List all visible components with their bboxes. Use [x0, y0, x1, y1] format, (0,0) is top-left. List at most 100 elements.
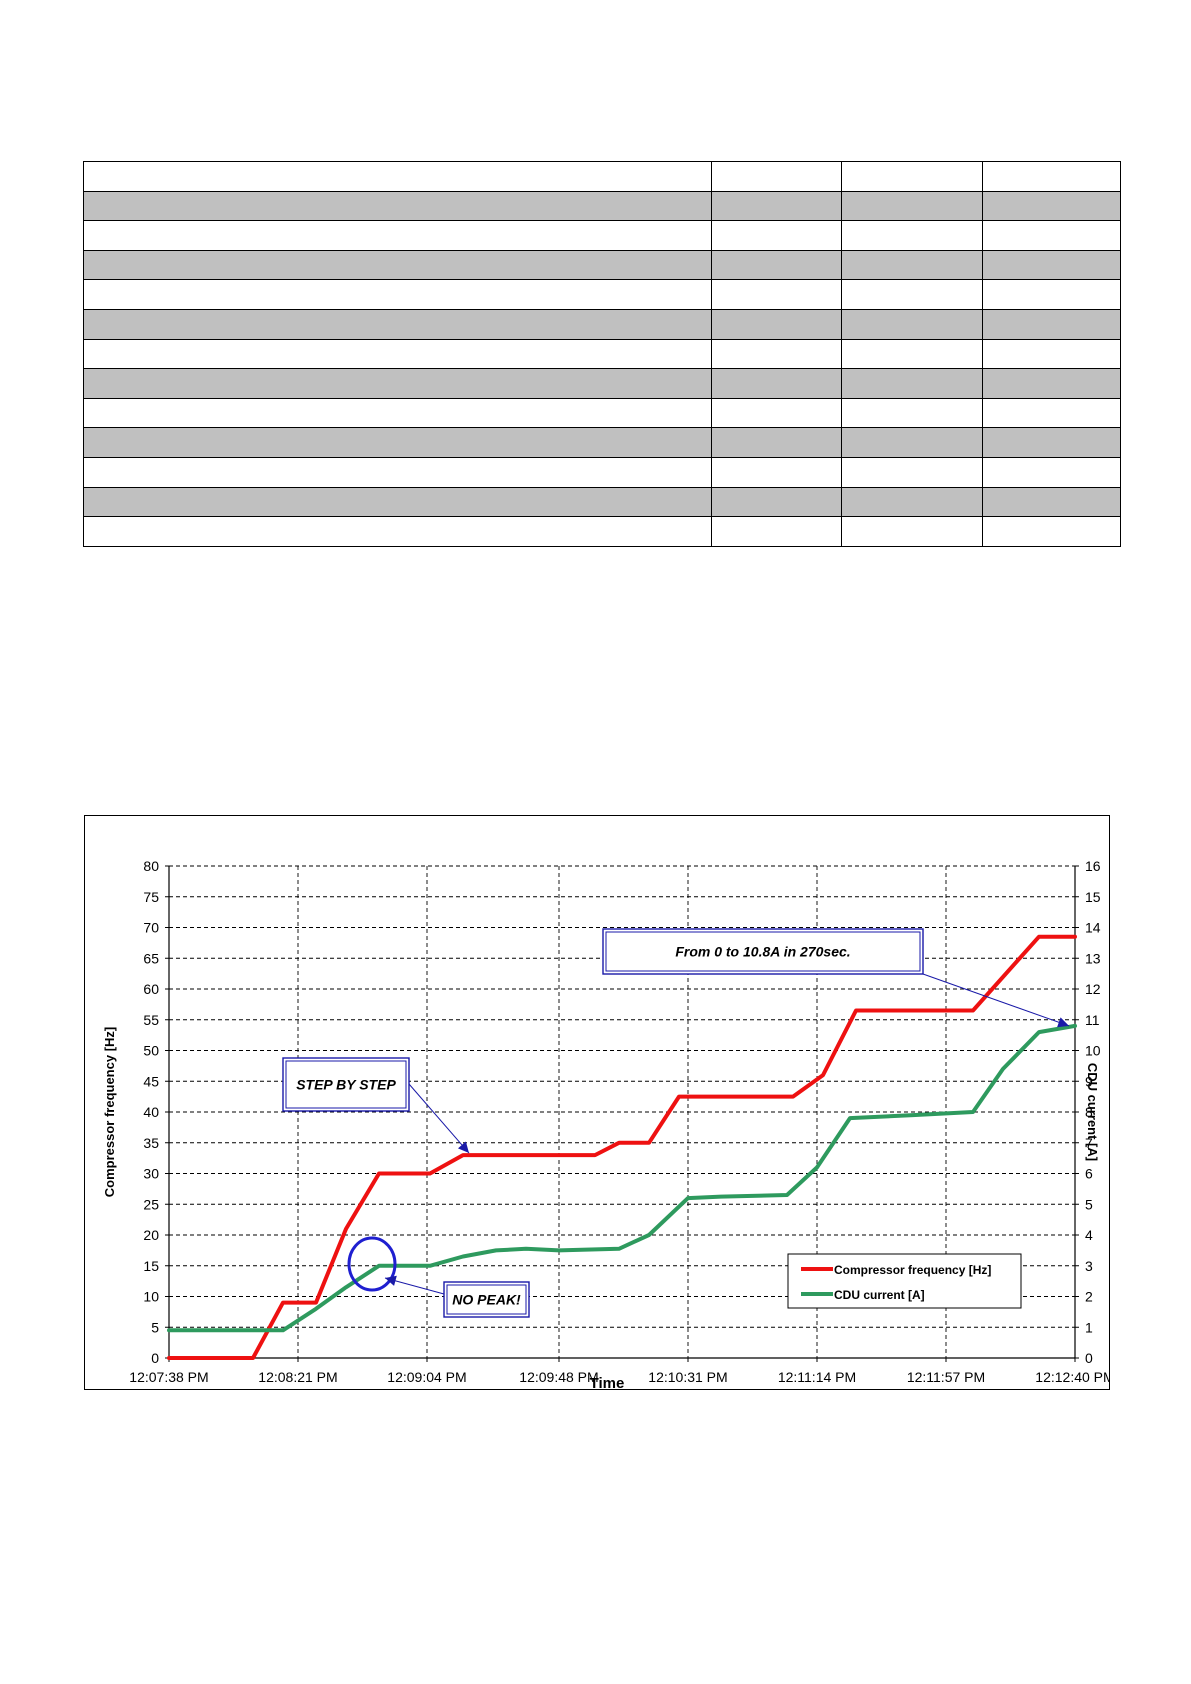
- left-tick-label: 50: [143, 1043, 159, 1059]
- table-row: [83, 397, 1121, 429]
- legend-label: CDU current [A]: [834, 1288, 925, 1302]
- table-cell: [711, 249, 842, 281]
- right-tick-label: 4: [1085, 1227, 1093, 1243]
- left-tick-label: 40: [143, 1104, 159, 1120]
- right-tick-label: 11: [1085, 1012, 1100, 1028]
- table-cell: [83, 338, 712, 370]
- x-tick-label: 12:11:14 PM: [778, 1369, 856, 1385]
- table-row: [83, 190, 1121, 222]
- left-tick-label: 15: [143, 1258, 159, 1274]
- annotation-step-by-step-arrow-head: [457, 1141, 469, 1154]
- table-cell: [982, 486, 1121, 518]
- left-tick-label: 0: [151, 1350, 159, 1366]
- table-cell: [711, 338, 842, 370]
- line-chart: 0510152025303540455055606570758001234567…: [102, 858, 1110, 1390]
- annotation-no-peak-box-outer: [443, 1281, 530, 1318]
- table-cell: [83, 397, 712, 429]
- table-cell: [841, 308, 983, 340]
- table-row: [83, 368, 1121, 399]
- left-tick-label: 55: [143, 1012, 159, 1028]
- table-cell: [841, 279, 983, 310]
- x-tick-label: 12:12:40 PM: [1035, 1369, 1110, 1385]
- table-cell: [711, 220, 842, 251]
- annotation-current-rise-box-outer: [602, 928, 924, 975]
- cdu-current-line: [167, 1023, 1077, 1333]
- table-row: [83, 456, 1121, 488]
- table-cell: [982, 456, 1121, 488]
- x-tick-label: 12:08:21 PM: [258, 1369, 337, 1385]
- right-tick-label: 1: [1085, 1319, 1093, 1335]
- table-cell: [982, 308, 1121, 340]
- table-cell: [83, 190, 712, 222]
- table-cell: [982, 279, 1121, 310]
- left-tick-label: 75: [143, 889, 159, 905]
- table-cell: [841, 397, 983, 429]
- compressor-frequency-line: [167, 934, 1077, 1360]
- legend-label: Compressor frequency [Hz]: [834, 1263, 991, 1277]
- right-axis-title: CDU current [A]: [1085, 1063, 1100, 1161]
- table-cell: [83, 427, 712, 458]
- table-cell: [841, 368, 983, 399]
- table-cell: [841, 220, 983, 251]
- table-row: [83, 338, 1121, 370]
- left-tick-label: 20: [143, 1227, 159, 1243]
- right-tick-label: 3: [1085, 1258, 1093, 1274]
- table-cell: [982, 427, 1121, 458]
- annotation-no-peak-box-inner: [446, 1284, 527, 1315]
- table-cell: [83, 279, 712, 310]
- annotation-no-peak-text: NO PEAK!: [452, 1292, 521, 1308]
- left-tick-label: 70: [143, 920, 159, 936]
- left-tick-label: 25: [143, 1196, 159, 1212]
- right-tick-label: 5: [1085, 1196, 1093, 1212]
- data-table: [83, 161, 1121, 547]
- table-cell: [982, 397, 1121, 429]
- left-axis-title: Compressor frequency [Hz]: [102, 1027, 117, 1197]
- table-cell: [83, 516, 712, 547]
- annotation-step-by-step-arrow-line: [408, 1083, 470, 1154]
- table-cell: [982, 368, 1121, 399]
- left-tick-label: 35: [143, 1135, 159, 1151]
- table-cell: [841, 190, 983, 222]
- table-cell: [711, 516, 842, 547]
- table-cell: [711, 486, 842, 518]
- right-tick-label: 2: [1085, 1289, 1093, 1305]
- annotation-current-rise-box-inner: [605, 931, 921, 972]
- table-cell: [83, 368, 712, 399]
- right-tick-label: 12: [1085, 981, 1101, 997]
- no-peak-circle: [347, 1236, 397, 1292]
- table-row: [83, 220, 1121, 251]
- annotation-step-by-step-box-outer: [282, 1057, 410, 1112]
- legend-box: [787, 1253, 1022, 1309]
- left-tick-label: 80: [143, 858, 159, 874]
- annotation-step-by-step-text: STEP BY STEP: [296, 1077, 396, 1093]
- table-cell: [83, 249, 712, 281]
- table-cell: [841, 427, 983, 458]
- table-cell: [841, 486, 983, 518]
- right-tick-label: 15: [1085, 889, 1101, 905]
- chart-frame: 0 5 10 15 20 25 30 35 40 45 50 55 60 65 70 75 80 0 1 2 3 4 5 6 7…: [84, 815, 1110, 1390]
- right-tick-label: 0: [1085, 1350, 1093, 1366]
- table-cell: [83, 456, 712, 488]
- table-cell: [711, 427, 842, 458]
- x-tick-label: 12:07:38 PM: [129, 1369, 208, 1385]
- table-row: [83, 427, 1121, 458]
- table-cell: [982, 338, 1121, 370]
- table-cell: [711, 279, 842, 310]
- right-tick-label: 16: [1085, 858, 1101, 874]
- right-tick-label: 14: [1085, 920, 1101, 936]
- table-cell: [83, 486, 712, 518]
- right-tick-label: 7: [1085, 1135, 1093, 1151]
- x-tick-label: 12:11:57 PM: [907, 1369, 985, 1385]
- table-cell: [711, 161, 842, 192]
- table-cell: [711, 190, 842, 222]
- right-tick-label: 10: [1085, 1043, 1101, 1059]
- table-cell: [83, 220, 712, 251]
- table-cell: [841, 456, 983, 488]
- table-cell: [982, 161, 1121, 192]
- x-tick-label: 12:10:31 PM: [648, 1369, 727, 1385]
- table-cell: [711, 397, 842, 429]
- annotation-current-rise-text: From 0 to 10.8A in 270sec.: [675, 944, 850, 960]
- table-cell: [83, 161, 712, 192]
- x-axis-title: Time: [590, 1375, 625, 1390]
- table-cell: [982, 220, 1121, 251]
